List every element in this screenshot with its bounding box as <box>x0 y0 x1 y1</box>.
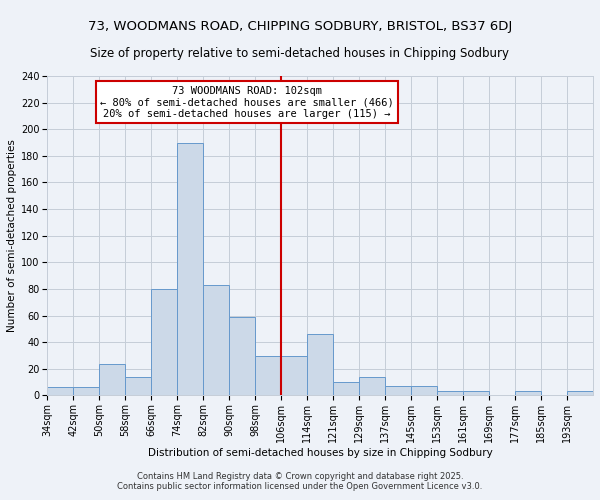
Bar <box>151 289 177 396</box>
Bar <box>177 142 203 396</box>
Text: Size of property relative to semi-detached houses in Chipping Sodbury: Size of property relative to semi-detach… <box>91 48 509 60</box>
Bar <box>307 334 333 396</box>
X-axis label: Distribution of semi-detached houses by size in Chipping Sodbury: Distribution of semi-detached houses by … <box>148 448 493 458</box>
Text: 73, WOODMANS ROAD, CHIPPING SODBURY, BRISTOL, BS37 6DJ: 73, WOODMANS ROAD, CHIPPING SODBURY, BRI… <box>88 20 512 33</box>
Bar <box>333 382 359 396</box>
Bar <box>73 388 100 396</box>
Bar <box>385 386 411 396</box>
Y-axis label: Number of semi-detached properties: Number of semi-detached properties <box>7 140 17 332</box>
Bar <box>359 377 385 396</box>
Text: Contains public sector information licensed under the Open Government Licence v3: Contains public sector information licen… <box>118 482 482 491</box>
Bar <box>125 377 151 396</box>
Text: 73 WOODMANS ROAD: 102sqm
← 80% of semi-detached houses are smaller (466)
20% of : 73 WOODMANS ROAD: 102sqm ← 80% of semi-d… <box>100 86 394 118</box>
Bar <box>229 317 255 396</box>
Bar <box>515 392 541 396</box>
Text: Contains HM Land Registry data © Crown copyright and database right 2025.: Contains HM Land Registry data © Crown c… <box>137 472 463 481</box>
Bar <box>47 388 73 396</box>
Bar <box>255 356 281 396</box>
Bar <box>203 285 229 396</box>
Bar <box>567 392 593 396</box>
Bar <box>463 392 489 396</box>
Bar <box>437 392 463 396</box>
Bar <box>411 386 437 396</box>
Bar <box>100 364 125 396</box>
Bar <box>281 356 307 396</box>
